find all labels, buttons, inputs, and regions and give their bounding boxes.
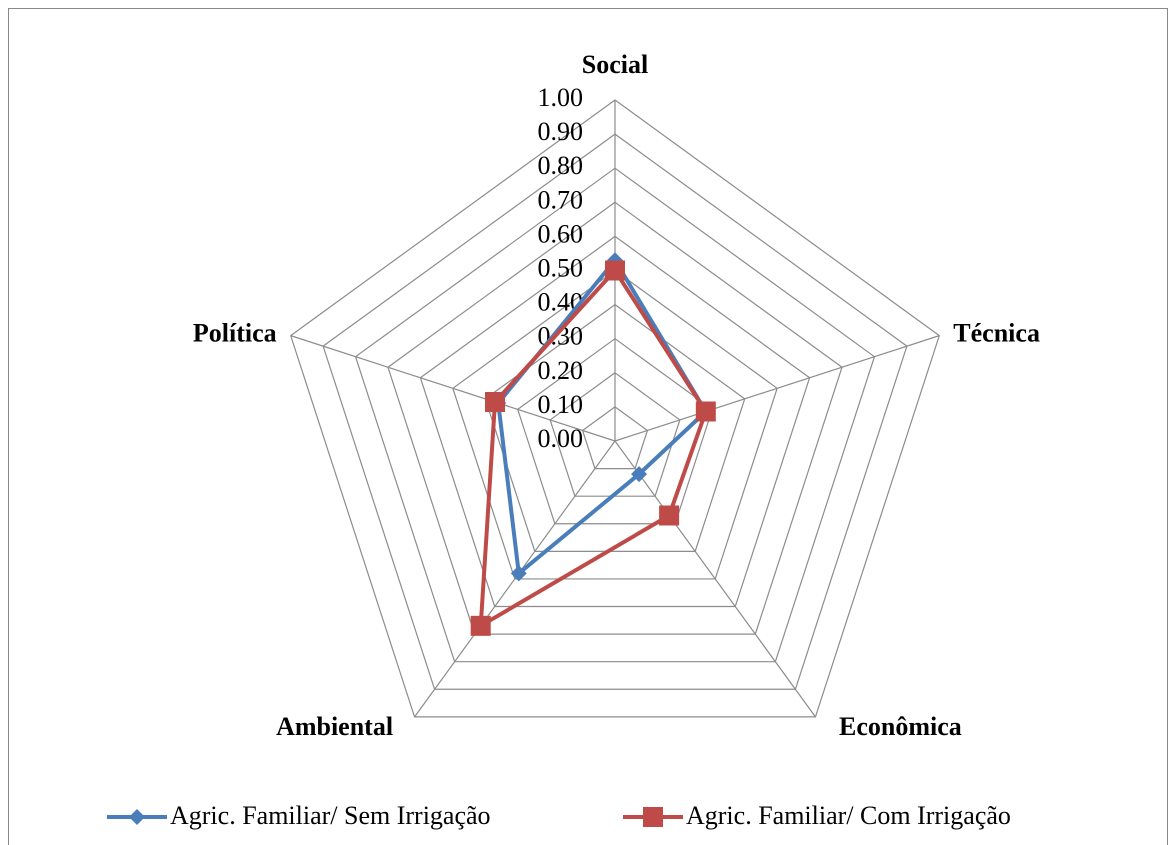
axis-name: Social	[582, 50, 648, 79]
y-tick-label: 0.10	[538, 390, 584, 419]
axis-name: Técnica	[953, 319, 1040, 348]
grid	[289, 99, 941, 718]
series-line	[478, 268, 708, 628]
grid-ring	[419, 235, 811, 608]
legend-label: Agric. Familiar/ Sem Irrigação	[170, 801, 491, 830]
spoke	[614, 335, 940, 442]
marker	[695, 401, 716, 422]
spoke	[414, 440, 616, 718]
legend: Agric. Familiar/ Sem Irrigação Agric. Fam…	[107, 801, 1011, 830]
marker	[605, 260, 625, 281]
axis-name: Econômica	[839, 712, 962, 741]
marker	[510, 565, 527, 582]
y-tick-label: 0.00	[538, 424, 584, 453]
marker	[659, 505, 680, 526]
y-tick-label: 0.90	[538, 117, 584, 146]
axis-name: Política	[193, 319, 277, 348]
grid-ring	[289, 99, 941, 718]
plot: Social Técnica Econômica Ambiental Política	[193, 50, 1040, 741]
spoke	[614, 440, 816, 718]
y-tick-label: 0.50	[538, 253, 584, 282]
axis-name: Ambiental	[276, 712, 393, 741]
grid-ring	[581, 406, 649, 470]
marker	[631, 466, 648, 483]
y-tick-label: 0.20	[538, 356, 584, 385]
grid-ring	[354, 167, 876, 663]
grid-ring	[322, 133, 908, 690]
y-tick-label: 0.60	[538, 219, 584, 248]
grid-ring	[484, 303, 746, 552]
y-tick-label: 0.70	[538, 185, 584, 214]
tick-labels: 0.000.100.200.300.400.500.600.700.800.90…	[538, 83, 584, 453]
grid-ring	[387, 201, 843, 635]
y-tick-label: 1.00	[538, 83, 584, 112]
marker	[485, 392, 506, 413]
legend-label: Agric. Familiar/ Com Irrigação	[686, 801, 1011, 830]
y-tick-label: 0.80	[538, 151, 584, 180]
marker	[643, 807, 663, 827]
grid-ring	[452, 269, 778, 580]
spoke	[290, 335, 616, 442]
marker	[129, 809, 145, 825]
marker	[470, 615, 491, 636]
